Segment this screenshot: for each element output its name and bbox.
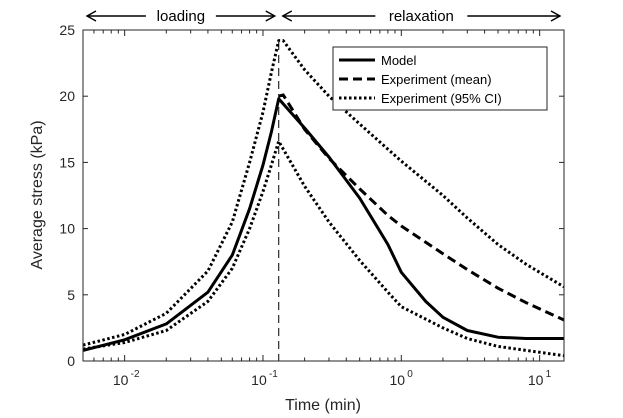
loading-label: loading xyxy=(157,8,205,25)
series-layer xyxy=(82,39,565,358)
y-tick-label-1: 5 xyxy=(67,287,75,303)
x-tick-exponent-0: -2 xyxy=(131,369,140,380)
x-tick-exponent-3: 1 xyxy=(546,369,552,380)
series-line-2 xyxy=(82,39,565,347)
x-tick-exponent-1: -1 xyxy=(269,369,278,380)
relaxation-label: relaxation xyxy=(389,8,454,25)
x-axis-label: Time (min) xyxy=(285,397,361,414)
y-tick-label-5: 25 xyxy=(59,22,75,38)
legend-label-mean: Experiment (mean) xyxy=(381,72,492,87)
series-line-3 xyxy=(82,139,565,358)
legend: Model Experiment (mean) Experiment (95% … xyxy=(332,46,548,111)
loading-arrowhead-right xyxy=(265,10,277,22)
y-axis-ticks: 0 5 10 15 20 25 xyxy=(59,22,564,369)
annotation-loading: loading xyxy=(85,8,277,25)
legend-label-ci: Experiment (95% CI) xyxy=(381,91,502,106)
x-tick-label-2: 10 xyxy=(390,372,406,388)
annotation-relaxation: relaxation xyxy=(281,8,562,25)
loading-arrowhead-left xyxy=(85,10,97,22)
x-tick-label-3: 10 xyxy=(528,372,544,388)
y-tick-label-0: 0 xyxy=(67,353,75,369)
y-axis-label: Average stress (kPa) xyxy=(29,120,46,269)
x-tick-label-0: 10 xyxy=(113,372,129,388)
y-tick-label-3: 15 xyxy=(59,154,75,170)
x-tick-label-1: 10 xyxy=(251,372,267,388)
relaxation-arrowhead-left xyxy=(281,10,293,22)
y-tick-label-4: 20 xyxy=(59,88,75,104)
series-line-1 xyxy=(278,93,565,322)
x-tick-exponent-2: 0 xyxy=(407,369,413,380)
x-axis-ticks: 10 -2 10 -1 10 0 10 1 xyxy=(82,30,552,388)
relaxation-arrowhead-right xyxy=(550,10,562,22)
legend-label-model: Model xyxy=(381,53,417,68)
plot-frame xyxy=(82,29,565,362)
y-tick-label-2: 10 xyxy=(59,221,75,237)
